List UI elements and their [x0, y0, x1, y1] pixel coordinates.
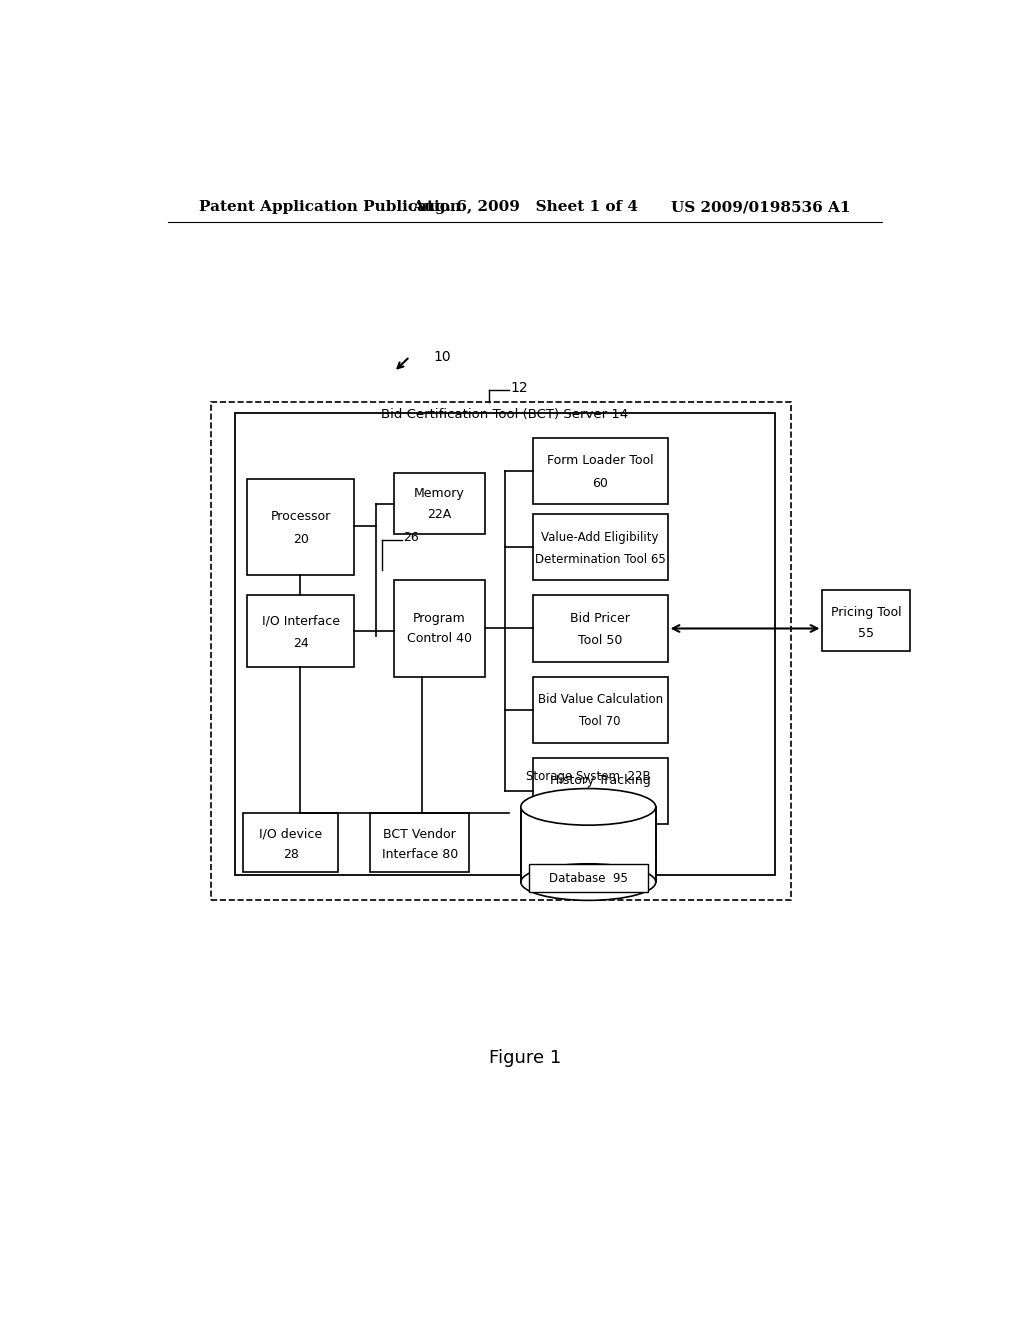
FancyBboxPatch shape — [532, 595, 668, 661]
FancyBboxPatch shape — [532, 677, 668, 743]
Ellipse shape — [521, 863, 655, 900]
Text: I/O Interface: I/O Interface — [261, 614, 340, 627]
Text: Program: Program — [413, 612, 466, 624]
FancyBboxPatch shape — [394, 581, 485, 677]
Text: Form Loader Tool: Form Loader Tool — [547, 454, 653, 467]
Text: Value-Add Eligibility: Value-Add Eligibility — [542, 531, 658, 544]
Ellipse shape — [521, 788, 655, 825]
Text: Determination Tool 65: Determination Tool 65 — [535, 553, 666, 566]
Text: Patent Application Publication: Patent Application Publication — [200, 201, 462, 214]
Text: 24: 24 — [293, 636, 308, 649]
Text: I/O device: I/O device — [259, 828, 323, 841]
Text: Memory: Memory — [414, 487, 465, 500]
Text: 20: 20 — [293, 532, 308, 545]
Text: Pricing Tool: Pricing Tool — [830, 606, 901, 619]
FancyBboxPatch shape — [247, 479, 354, 576]
FancyBboxPatch shape — [528, 863, 648, 892]
Text: Processor: Processor — [270, 511, 331, 523]
FancyBboxPatch shape — [532, 515, 668, 581]
Text: 22A: 22A — [427, 508, 452, 520]
FancyBboxPatch shape — [247, 595, 354, 667]
Text: Bid Value Calculation: Bid Value Calculation — [538, 693, 663, 706]
Text: BCT Vendor: BCT Vendor — [383, 828, 456, 841]
Text: Interface 80: Interface 80 — [382, 849, 458, 861]
Text: US 2009/0198536 A1: US 2009/0198536 A1 — [671, 201, 850, 214]
Text: 60: 60 — [592, 477, 608, 490]
Text: 55: 55 — [858, 627, 874, 640]
Text: Bid Certification Tool (BCT) Server 14: Bid Certification Tool (BCT) Server 14 — [381, 408, 629, 421]
Text: Bid Pricer: Bid Pricer — [570, 612, 630, 624]
Text: History Tracking: History Tracking — [550, 775, 650, 788]
Text: 28: 28 — [283, 849, 299, 861]
Text: Tool 70: Tool 70 — [580, 715, 621, 729]
FancyBboxPatch shape — [822, 590, 909, 651]
FancyBboxPatch shape — [394, 474, 485, 535]
FancyBboxPatch shape — [532, 438, 668, 504]
Text: 26: 26 — [403, 531, 419, 544]
Text: Control 40: Control 40 — [407, 632, 472, 645]
FancyBboxPatch shape — [370, 813, 469, 873]
Text: Tool 50: Tool 50 — [578, 634, 623, 647]
Text: Aug. 6, 2009   Sheet 1 of 4: Aug. 6, 2009 Sheet 1 of 4 — [412, 201, 638, 214]
FancyBboxPatch shape — [532, 758, 668, 824]
Text: 12: 12 — [511, 381, 528, 395]
FancyBboxPatch shape — [521, 807, 655, 882]
Text: Storage System  22B: Storage System 22B — [526, 771, 650, 784]
Text: Database  95: Database 95 — [549, 871, 628, 884]
FancyBboxPatch shape — [243, 813, 338, 873]
Text: Figure 1: Figure 1 — [488, 1049, 561, 1067]
Text: 10: 10 — [433, 350, 452, 363]
Text: Tool 75: Tool 75 — [578, 797, 623, 809]
